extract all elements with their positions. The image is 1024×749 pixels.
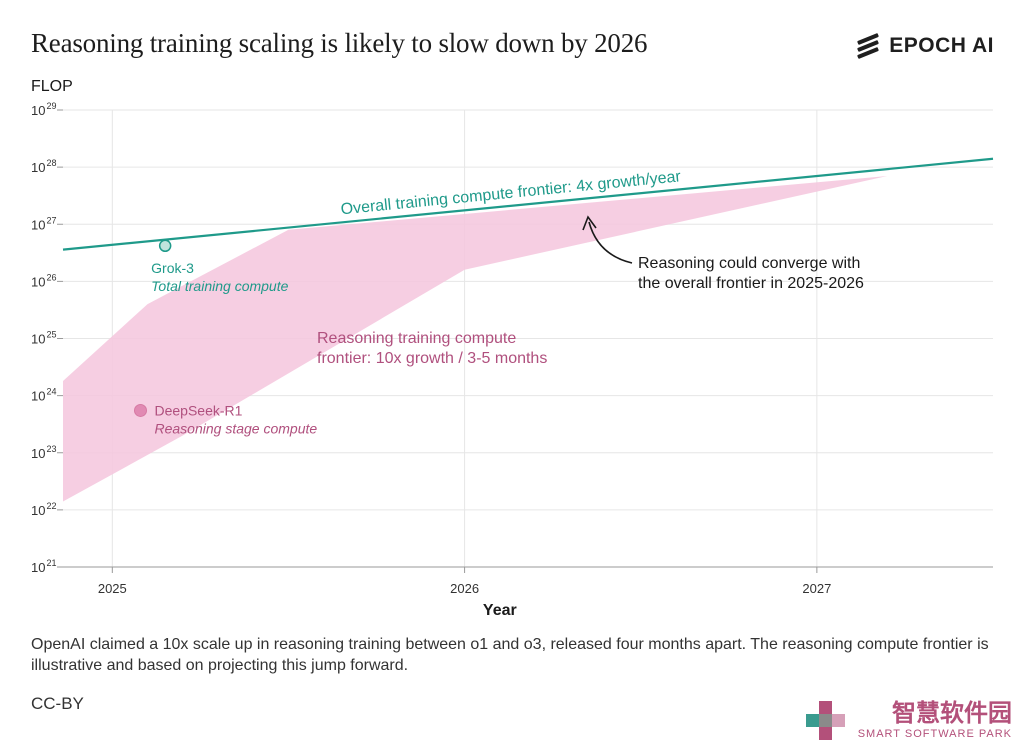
y-tick-label: 1027 — [31, 215, 56, 232]
converge-arrow — [588, 221, 633, 264]
x-tick-label: 2025 — [98, 581, 127, 596]
y-axis-title: FLOP — [31, 78, 73, 95]
y-tick-label: 1021 — [31, 558, 56, 575]
series-layer — [62, 157, 994, 251]
reasoning-frontier-band — [63, 175, 888, 502]
watermark-en: SMART SOFTWARE PARK — [857, 728, 1012, 740]
axes: 1029 1028 1027 1026 1025 1024 1023 1022 1021 2025… — [31, 78, 993, 619]
watermark-cn: 智慧软件园 — [892, 700, 1012, 727]
y-tick-label: 1023 — [31, 444, 56, 461]
brand-name: EPOCH AI — [889, 34, 994, 57]
chart-title: Reasoning training scaling is likely to … — [31, 28, 648, 58]
grok3-point — [158, 239, 172, 253]
points-layer — [134, 239, 172, 417]
converge-arrowhead — [582, 215, 597, 231]
grok3-sublabel: Total training compute — [151, 278, 288, 294]
x-tick-label: 2027 — [802, 581, 831, 596]
reasoning-band-layer — [63, 175, 888, 502]
converge-note-line2: the overall frontier in 2025-2026 — [638, 275, 864, 292]
y-tick-label: 1025 — [31, 330, 56, 347]
y-tick-label: 1028 — [31, 158, 56, 175]
y-tick-label: 1026 — [31, 272, 56, 289]
converge-note-line1: Reasoning could converge with — [638, 255, 860, 272]
band-label-line1: Reasoning training compute — [317, 330, 516, 347]
watermark-logo-icon — [805, 700, 845, 740]
brand[interactable]: EPOCH AI — [855, 33, 994, 59]
deepseek-label: DeepSeek-R1 — [155, 402, 243, 418]
watermark: 智慧软件园 SMART SOFTWARE PARK — [804, 700, 1012, 741]
deepseek-sublabel: Reasoning stage compute — [155, 420, 318, 436]
grok3-label: Grok-3 — [151, 260, 194, 276]
overall-frontier-line — [62, 157, 994, 251]
chart-caption: OpenAI claimed a 10x scale up in reasoni… — [31, 636, 989, 674]
y-tick-label: 1022 — [31, 501, 56, 518]
x-axis-title: Year — [483, 602, 517, 619]
y-tick-label: 1024 — [31, 387, 56, 404]
x-tick-label: 2026 — [450, 581, 479, 596]
band-label-line2: frontier: 10x growth / 3-5 months — [317, 350, 547, 367]
chart: 1029 1028 1027 1026 1025 1024 1023 1022 1021 2025… — [31, 78, 994, 619]
epoch-logo-icon — [857, 33, 879, 59]
license-label: CC-BY — [31, 694, 84, 713]
deepseek-r1-point — [134, 403, 147, 417]
y-tick-label: 1029 — [31, 101, 56, 118]
